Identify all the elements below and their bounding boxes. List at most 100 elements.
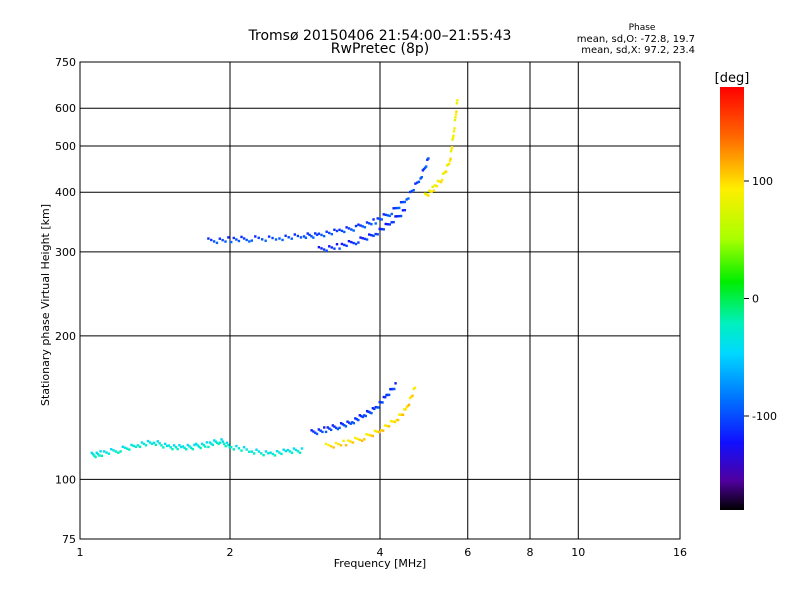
echo-point (407, 403, 411, 407)
echo-point (334, 441, 338, 445)
echo-point (407, 197, 410, 200)
phase-box-title: Phase (629, 23, 656, 33)
echo-point (336, 427, 340, 431)
echo-point (269, 451, 272, 454)
echo-point (284, 449, 288, 453)
echo-point (353, 436, 357, 440)
echo-point (339, 422, 343, 425)
echo-point (367, 410, 370, 414)
echo-point (102, 450, 106, 453)
echo-point (384, 222, 387, 226)
echo-point (365, 238, 369, 241)
echo-point (347, 439, 350, 442)
echo-point (212, 240, 216, 243)
echo-point (324, 430, 328, 434)
echo-point (331, 424, 335, 427)
echo-point (423, 166, 427, 170)
echo-point (267, 452, 270, 455)
echo-point (220, 438, 223, 441)
echo-point (390, 212, 393, 216)
echo-point (427, 157, 430, 160)
echo-point (121, 445, 125, 448)
echo-point (395, 418, 399, 422)
echo-point (333, 228, 336, 231)
echo-point (324, 442, 328, 446)
echo-point (156, 440, 159, 443)
echo-point (417, 180, 421, 183)
colorbar-tick-label: 0 (752, 293, 759, 306)
echo-point (449, 157, 452, 161)
echo-point (176, 447, 179, 451)
echo-point (245, 238, 248, 242)
x-axis-label: Frequency [MHz] (334, 557, 426, 570)
echo-point (385, 393, 388, 397)
echo-point (361, 237, 364, 240)
echo-point (394, 382, 397, 385)
echo-point (426, 158, 429, 161)
echo-point (338, 426, 341, 430)
echo-point (381, 429, 385, 432)
echo-point (255, 448, 258, 451)
echo-point (314, 232, 317, 235)
echo-point (172, 444, 176, 447)
echo-point (278, 451, 281, 454)
echo-point (355, 418, 359, 421)
echo-point (361, 415, 365, 419)
echo-point (422, 167, 426, 171)
echo-point (240, 235, 243, 239)
echo-point (368, 222, 371, 225)
echo-point (382, 395, 386, 399)
echo-point (360, 439, 364, 442)
echo-point (292, 447, 296, 450)
echo-point (376, 233, 379, 236)
echo-point (232, 448, 235, 451)
echo-point (393, 420, 397, 424)
echo-point (148, 441, 152, 444)
y-axis-ticks: 75 100 200 300 400 500 600 750 (55, 56, 76, 546)
echo-point (260, 452, 263, 455)
echo-point (191, 447, 194, 451)
echo-point (290, 237, 293, 240)
echo-point (420, 175, 423, 179)
echo-point (284, 234, 287, 237)
echo-point (381, 401, 384, 404)
echo-point (338, 228, 341, 231)
echo-point (178, 444, 181, 447)
echo-point (357, 223, 360, 226)
echo-point (205, 441, 209, 444)
echo-point (286, 448, 290, 452)
echo-point (454, 113, 458, 116)
echo-point (404, 408, 407, 411)
echo-point (456, 99, 459, 102)
echo-point (306, 232, 309, 235)
echo-point (455, 110, 458, 113)
echo-point (394, 206, 397, 210)
data-points (90, 99, 459, 459)
echo-point (211, 443, 214, 447)
echo-point (93, 454, 96, 457)
echo-point (357, 241, 360, 244)
echo-point (352, 241, 355, 245)
echo-point (99, 450, 102, 453)
echo-point (330, 246, 334, 249)
echo-point (372, 218, 375, 221)
echo-point (186, 443, 190, 447)
echo-point (398, 214, 401, 218)
echo-point (248, 240, 251, 243)
echo-point (365, 433, 368, 436)
echo-point (282, 448, 285, 451)
echo-point (144, 444, 148, 447)
echo-point (217, 442, 220, 446)
echo-point (312, 430, 315, 433)
echo-point (315, 432, 319, 436)
echo-point (358, 438, 361, 441)
echo-point (413, 386, 417, 390)
echo-point (344, 425, 348, 428)
echo-point (449, 150, 453, 153)
echo-point (453, 118, 457, 122)
echo-point (345, 244, 348, 248)
echo-point (375, 430, 379, 433)
echo-point (410, 189, 414, 193)
echo-point (142, 442, 146, 446)
